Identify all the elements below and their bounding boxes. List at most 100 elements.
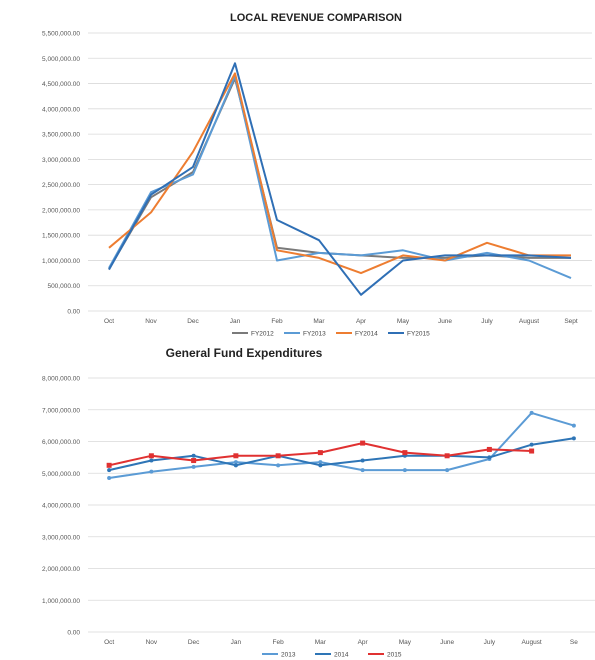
data-point-2013 <box>360 468 365 473</box>
x-tick-label: Oct <box>104 639 114 646</box>
x-tick-label: Sept <box>564 318 578 325</box>
x-tick-label: August <box>519 318 539 325</box>
legend-label-2013: 2013 <box>281 652 296 659</box>
x-tick-label: Apr <box>356 318 367 325</box>
data-point-2015 <box>486 446 492 452</box>
y-tick-label: 4,500,000.00 <box>42 81 80 88</box>
y-tick-label: 7,000,000.00 <box>42 407 80 414</box>
series-line-2013 <box>108 411 575 479</box>
chart1-x-tick-labels: Oct Nov Dec Jan Feb Mar Apr May June July August Se… <box>104 318 578 325</box>
data-point-2015 <box>402 450 408 456</box>
data-point-2015 <box>360 440 366 446</box>
data-point-2015 <box>317 450 323 456</box>
x-tick-label: Jan <box>230 318 241 325</box>
chart1-gridlines <box>88 32 592 312</box>
y-tick-label: 500,000.00 <box>47 283 80 290</box>
chart2-gridlines <box>88 377 595 633</box>
data-point-2013 <box>233 460 238 465</box>
data-point-2014 <box>529 442 534 447</box>
chart1-legend: FY2012 FY2013 FY2014 FY2015 <box>232 331 430 338</box>
x-tick-label: Jan <box>231 639 242 646</box>
data-point-2013 <box>276 463 281 468</box>
y-tick-label: 4,000,000.00 <box>42 503 80 510</box>
data-point-2013 <box>402 468 407 473</box>
x-tick-label: July <box>481 318 493 325</box>
x-tick-label: June <box>440 639 454 646</box>
y-tick-label: 3,500,000.00 <box>42 132 80 139</box>
data-point-2013 <box>107 476 112 481</box>
legend-label-FY2015: FY2015 <box>407 331 430 338</box>
data-point-2015 <box>106 462 112 468</box>
x-tick-label: Dec <box>187 318 199 325</box>
y-tick-label: 5,000,000.00 <box>42 471 80 478</box>
data-point-2013 <box>149 469 154 474</box>
legend-label-2014: 2014 <box>334 652 349 659</box>
chart1-title: LOCAL REVENUE COMPARISON <box>230 12 402 24</box>
data-point-2015 <box>529 448 535 454</box>
x-tick-label: Se <box>570 639 578 646</box>
x-tick-label: Oct <box>104 318 114 325</box>
x-tick-label: July <box>484 639 496 646</box>
data-point-2014 <box>233 463 238 468</box>
chart2-x-tick-labels: Oct Nov Dec Jan Feb Mar Apr May June July August Se <box>104 639 578 646</box>
data-point-2014 <box>318 463 323 468</box>
data-point-2015 <box>191 458 197 464</box>
series-line-FY2013 <box>108 75 572 280</box>
x-tick-label: Feb <box>271 318 283 325</box>
y-tick-label: 2,000,000.00 <box>42 207 80 214</box>
data-point-2013 <box>445 468 450 473</box>
chart1-y-tick-labels: 0.00 500,000.00 1,000,000.00 1,500,000.00 2,… <box>42 31 80 316</box>
data-point-2014 <box>360 458 365 463</box>
x-tick-label: Feb <box>273 639 285 646</box>
y-tick-label: 0.00 <box>67 309 80 316</box>
x-tick-label: Mar <box>315 639 327 646</box>
series-line-FY2014 <box>108 72 571 275</box>
data-point-2014 <box>571 436 576 441</box>
x-tick-label: Dec <box>188 639 200 646</box>
data-point-2015 <box>444 453 450 459</box>
local-revenue-chart: LOCAL REVENUE COMPARISON 0.00 500,000.00 1… <box>42 12 592 338</box>
y-tick-label: 6,000,000.00 <box>42 439 80 446</box>
y-tick-label: 2,500,000.00 <box>42 182 80 189</box>
x-tick-label: Apr <box>358 639 369 646</box>
x-tick-label: May <box>399 639 412 646</box>
data-point-2015 <box>148 453 154 459</box>
legend-label-FY2014: FY2014 <box>355 331 378 338</box>
y-tick-label: 4,000,000.00 <box>42 106 80 113</box>
data-point-2015 <box>275 453 281 459</box>
y-tick-label: 0.00 <box>67 630 80 637</box>
data-point-2013 <box>318 460 323 465</box>
data-point-2015 <box>233 453 239 459</box>
y-tick-label: 5,000,000.00 <box>42 56 80 63</box>
y-tick-label: 1,500,000.00 <box>42 233 80 240</box>
y-tick-label: 3,000,000.00 <box>42 534 80 541</box>
x-tick-label: Nov <box>145 318 157 325</box>
data-point-2013 <box>529 410 534 415</box>
x-tick-label: May <box>397 318 410 325</box>
legend-label-FY2013: FY2013 <box>303 331 326 338</box>
chart2-y-tick-labels: 0.00 1,000,000.00 2,000,000.00 3,000,000.00… <box>42 376 80 637</box>
data-point-2013 <box>191 464 196 469</box>
series-line-FY2015 <box>108 62 572 296</box>
y-tick-label: 8,000,000.00 <box>42 376 80 383</box>
series-line-2014 <box>108 437 575 472</box>
chart2-legend: 2013 2014 2015 <box>262 652 402 659</box>
data-point-2014 <box>191 453 196 458</box>
x-tick-label: Mar <box>313 318 325 325</box>
y-tick-label: 2,000,000.00 <box>42 566 80 573</box>
data-point-2014 <box>487 455 492 460</box>
data-point-2014 <box>107 468 112 473</box>
chart2-series-lines <box>106 410 576 481</box>
y-tick-label: 3,000,000.00 <box>42 157 80 164</box>
y-tick-label: 1,000,000.00 <box>42 598 80 605</box>
general-fund-chart: General Fund Expenditures 0.00 1,000,000.… <box>42 346 595 659</box>
legend-label-2015: 2015 <box>387 652 402 659</box>
y-tick-label: 1,000,000.00 <box>42 258 80 265</box>
legend-label-FY2012: FY2012 <box>251 331 274 338</box>
x-tick-label: June <box>438 318 452 325</box>
chart1-series-lines <box>108 62 572 296</box>
chart2-title: General Fund Expenditures <box>166 346 323 360</box>
y-tick-label: 5,500,000.00 <box>42 31 80 38</box>
x-tick-label: August <box>522 639 542 646</box>
